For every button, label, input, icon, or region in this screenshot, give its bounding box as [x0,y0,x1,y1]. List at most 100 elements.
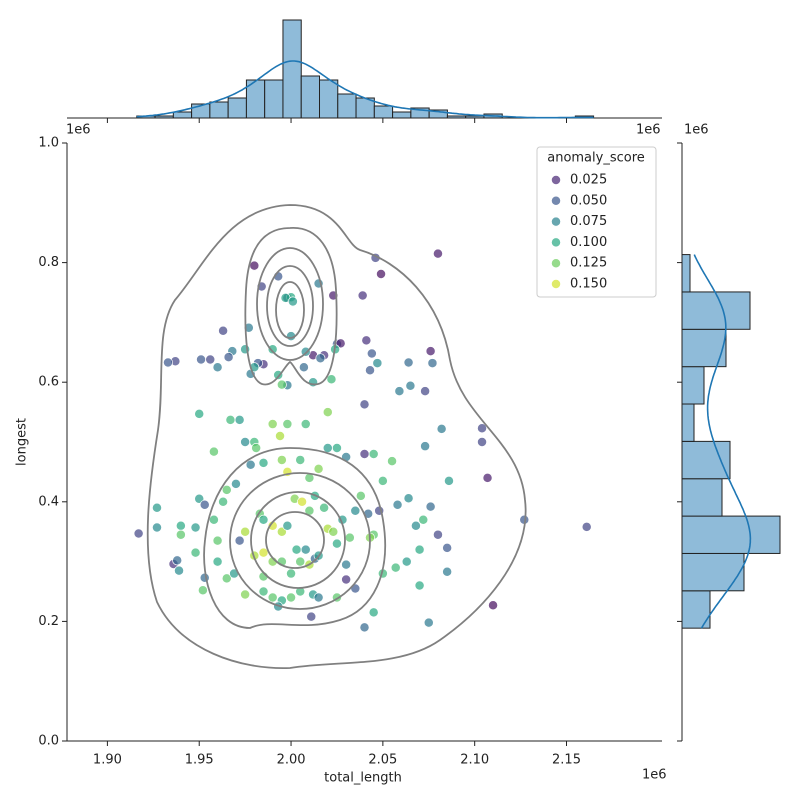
x-tick-label: 2.15 [552,753,581,768]
scatter-point [174,565,184,576]
scatter-point [332,443,342,453]
scatter-point [175,529,186,540]
scatter-point [332,538,342,549]
scatter-point [190,522,201,533]
contour [244,227,338,386]
scatter-point [291,544,302,555]
scatter-point [403,493,414,504]
scatter-point [234,535,245,546]
scatter-point [322,443,333,453]
scatter-point [355,490,366,501]
histogram-bar [227,97,247,119]
scatter-point [350,505,361,516]
scatter-point [225,414,236,425]
legend-box [536,146,657,298]
y-offset-label: 1e6 [66,123,91,138]
scatter-point [276,454,287,465]
scatter-point [361,335,372,346]
scatter-point [359,449,370,459]
scatter-point [297,496,308,507]
scatter-point [392,499,403,510]
scatter-point [205,354,216,365]
scatter-point [313,463,324,474]
scatter-point [276,379,287,390]
scatter-point [223,352,234,363]
contour [275,281,305,339]
scatter-point [442,542,453,553]
scatter-point [231,478,241,489]
scatter-point [221,484,232,495]
y-tick-label: 0.8 [38,255,59,270]
x-tick-label: 1.95 [185,753,214,768]
scatter-point [418,514,429,525]
scatter-point [372,358,383,369]
scatter-point [221,573,232,584]
scatter-point [208,514,219,525]
scatter-point [152,522,162,533]
legend-marker [551,195,561,206]
scatter-point [420,441,431,452]
scatter-point [581,521,592,532]
contour [256,247,324,361]
scatter-point [240,437,251,447]
scatter-point [152,502,162,513]
scatter-point [218,325,229,336]
scatter-point [377,475,388,486]
scatter-point [341,574,352,585]
histogram-bar [428,109,448,119]
scatter-point [394,386,405,397]
scatter-point [365,365,375,376]
kde-curve [136,60,594,119]
y-tick-label: 0.6 [38,375,59,390]
histogram-bar [681,515,781,554]
scatter-point [251,443,262,453]
scatter-point [403,357,414,368]
scatter-point [212,535,223,546]
legend-label: 0.125 [570,256,607,271]
histogram-bar [172,111,193,119]
histogram-bar [681,552,745,592]
x-tick-label: 2.10 [460,753,489,768]
legend-marker [551,258,561,269]
scatter-point [267,419,278,430]
scatter-point [477,437,487,447]
scatter-point [286,568,296,579]
scatter-point [295,586,306,597]
scatter-point [306,611,317,622]
scatter-point [436,423,447,434]
scatter-point [163,357,173,368]
legend-label: 0.050 [570,193,607,208]
scatter-point [286,592,296,603]
scatter-point [357,290,368,301]
histogram-bar [337,93,357,119]
scatter-point [234,414,245,425]
scatter-point [298,362,309,373]
scatter-point [197,585,208,596]
scatter-point [315,353,326,364]
x-tick-label: 1.90 [93,753,122,768]
scatter-point [368,449,379,459]
scatter-point [387,456,397,467]
contour [265,511,325,569]
scatter-point [287,296,298,307]
scatter-point [249,260,260,271]
scatter-point [300,544,311,555]
scatter-point [267,592,278,603]
legend: anomaly_score 0.025 0.050 0.075 0.100 0.125 0… [536,146,657,298]
scatter-point [405,380,416,391]
right-marginal-offset-label: 1e6 [684,123,709,138]
scatter-point [366,348,377,359]
scatter-point [295,556,306,567]
scatter-point [368,607,379,618]
histogram-bar [209,101,229,119]
y-tick-label: 0.0 [38,734,59,749]
scatter-point [414,544,425,555]
scatter-point [390,562,401,573]
scatter-point [376,269,386,279]
scatter-point [359,622,370,633]
histogram-bar [392,111,412,119]
scatter-point [194,408,205,419]
scatter-point [423,617,434,628]
